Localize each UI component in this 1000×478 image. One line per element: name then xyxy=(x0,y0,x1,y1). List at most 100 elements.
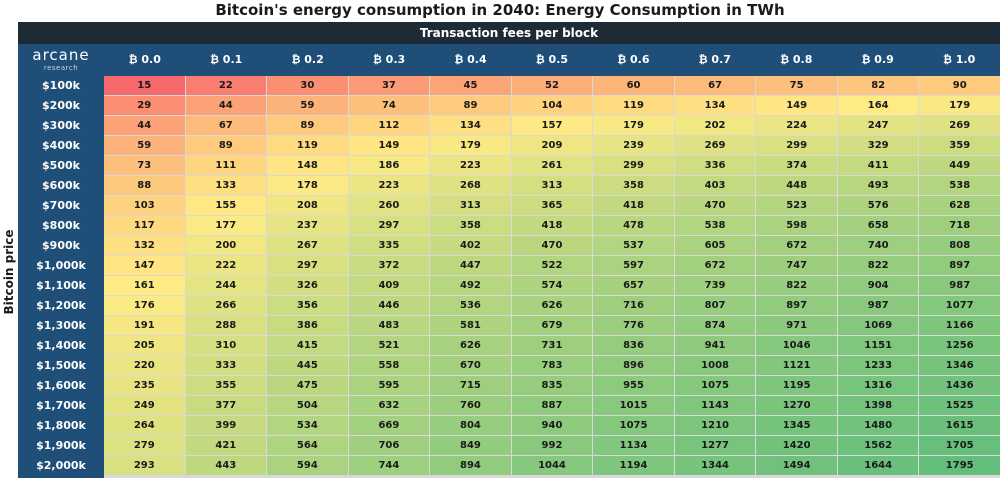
heatmap-cell: 1346 xyxy=(919,356,1000,375)
heatmap-cell: 744 xyxy=(348,456,430,475)
heatmap-cell: 90 xyxy=(919,76,1000,95)
heatmap-cell: 44 xyxy=(104,116,185,135)
heatmap-cell: 521 xyxy=(348,336,430,355)
column-header: ₿ 1.0 xyxy=(942,53,976,66)
heatmap-cell: 279 xyxy=(104,436,185,455)
row-header: $1,400k xyxy=(36,339,86,352)
heatmap-cell: 89 xyxy=(267,116,348,135)
heatmap-cell: 147 xyxy=(104,256,185,275)
heatmap-cell: 1134 xyxy=(593,436,674,455)
heatmap-cell: 161 xyxy=(104,276,185,295)
row-header: $1,100k xyxy=(36,279,86,292)
row-header: $1,500k xyxy=(36,359,86,372)
heatmap-cell: 658 xyxy=(837,216,919,235)
heatmap-cell: 179 xyxy=(430,136,511,155)
heatmap-cell: 220 xyxy=(104,356,185,375)
heatmap-cell: 132 xyxy=(104,236,185,255)
column-header: ₿ 0.5 xyxy=(535,53,569,66)
heatmap-cell: 237 xyxy=(267,216,348,235)
heatmap-cell: 904 xyxy=(837,276,919,295)
heatmap-cell: 119 xyxy=(593,96,674,115)
heatmap-cell: 403 xyxy=(674,176,756,195)
heatmap-cell: 223 xyxy=(348,176,430,195)
heatmap-cell: 209 xyxy=(511,136,593,155)
heatmap-cell: 776 xyxy=(593,316,674,335)
heatmap-cell: 288 xyxy=(185,316,267,335)
heatmap-cell: 672 xyxy=(674,256,756,275)
heatmap-cell: 1195 xyxy=(756,376,837,395)
heatmap-cell: 149 xyxy=(348,136,430,155)
heatmap-cell: 329 xyxy=(837,136,919,155)
heatmap-cell: 894 xyxy=(430,456,511,475)
heatmap-cell: 399 xyxy=(185,416,267,435)
heatmap-cell: 415 xyxy=(267,336,348,355)
heatmap-cell: 715 xyxy=(430,376,511,395)
heatmap-cell: 164 xyxy=(837,96,919,115)
heatmap-cell: 747 xyxy=(756,256,837,275)
heatmap-cell: 594 xyxy=(267,456,348,475)
heatmap-cell: 45 xyxy=(430,76,511,95)
heatmap-cell: 987 xyxy=(837,296,919,315)
heatmap-cell: 74 xyxy=(348,96,430,115)
row-header: $800k xyxy=(42,219,80,232)
heatmap-cell: 478 xyxy=(593,216,674,235)
heatmap-cell: 448 xyxy=(756,176,837,195)
heatmap-cell: 186 xyxy=(348,156,430,175)
heatmap-cell: 222 xyxy=(185,256,267,275)
row-header: $1,900k xyxy=(36,439,86,452)
heatmap-cell: 73 xyxy=(104,156,185,175)
heatmap-cell: 632 xyxy=(348,396,430,415)
heatmap-cell: 356 xyxy=(267,296,348,315)
heatmap-cell: 887 xyxy=(511,396,593,415)
heatmap-cell: 297 xyxy=(267,256,348,275)
logo-main-text: arcane xyxy=(32,46,90,64)
heatmap-cell: 269 xyxy=(919,116,1000,135)
heatmap-cell: 30 xyxy=(267,76,348,95)
heatmap-cell: 89 xyxy=(430,96,511,115)
heatmap-cell: 67 xyxy=(185,116,267,135)
heatmap-cell: 44 xyxy=(185,96,267,115)
heatmap-cell: 333 xyxy=(185,356,267,375)
heatmap-cell: 299 xyxy=(756,136,837,155)
heatmap-cell: 1398 xyxy=(837,396,919,415)
heatmap-cell: 706 xyxy=(348,436,430,455)
heatmap-cell: 208 xyxy=(267,196,348,215)
heatmap-cell: 386 xyxy=(267,316,348,335)
heatmap-cell: 235 xyxy=(104,376,185,395)
heatmap-cell: 987 xyxy=(919,276,1000,295)
heatmap-cell: 244 xyxy=(185,276,267,295)
heatmap-cell: 523 xyxy=(756,196,837,215)
heatmap-cell: 177 xyxy=(185,216,267,235)
heatmap-cell: 534 xyxy=(267,416,348,435)
heatmap-cell: 576 xyxy=(837,196,919,215)
logo-sub-text: research xyxy=(43,64,79,72)
row-header: $100k xyxy=(42,79,80,92)
heatmap-cell: 558 xyxy=(348,356,430,375)
row-header: $900k xyxy=(42,239,80,252)
heatmap-cell: 355 xyxy=(185,376,267,395)
heatmap-cell: 1256 xyxy=(919,336,1000,355)
column-header: ₿ 0.3 xyxy=(372,53,406,66)
heatmap-cell: 1344 xyxy=(674,456,756,475)
heatmap-cell: 260 xyxy=(348,196,430,215)
heatmap-cell: 1494 xyxy=(756,456,837,475)
heatmap-cell: 266 xyxy=(185,296,267,315)
heatmap-cell: 941 xyxy=(674,336,756,355)
heatmap-cell: 522 xyxy=(511,256,593,275)
heatmap-cell: 402 xyxy=(430,236,511,255)
heatmap-cell: 679 xyxy=(511,316,593,335)
heatmap-cell: 372 xyxy=(348,256,430,275)
heatmap-cell: 605 xyxy=(674,236,756,255)
heatmap-cell: 103 xyxy=(104,196,185,215)
heatmap-cell: 326 xyxy=(267,276,348,295)
heatmap-cell: 15 xyxy=(104,76,185,95)
heatmap-cell: 104 xyxy=(511,96,593,115)
heatmap-cell: 134 xyxy=(674,96,756,115)
heatmap-cell: 149 xyxy=(756,96,837,115)
heatmap-cell: 670 xyxy=(430,356,511,375)
heatmap-cell: 1480 xyxy=(837,416,919,435)
heatmap-cell: 504 xyxy=(267,396,348,415)
heatmap-cell: 202 xyxy=(674,116,756,135)
row-header: $300k xyxy=(42,119,80,132)
row-headers: $100k $200k $300k $400k $500k $600k $700k $800k… xyxy=(18,76,104,478)
